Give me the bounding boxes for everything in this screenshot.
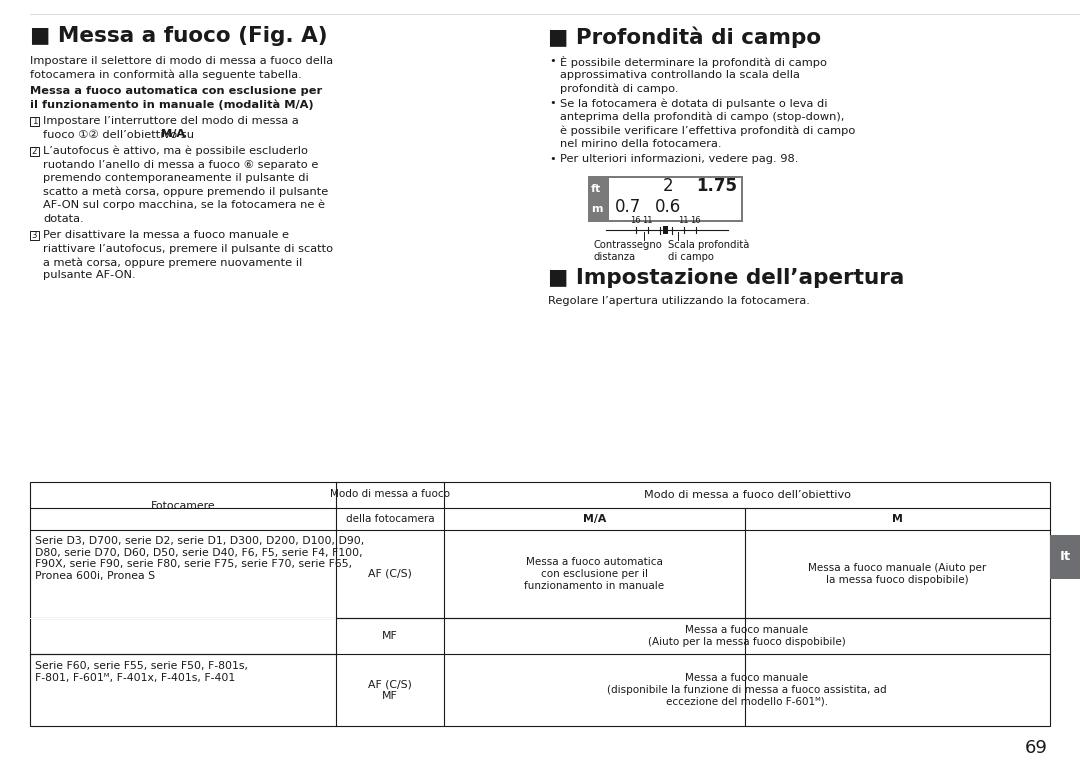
Text: Fotocamere: Fotocamere (151, 501, 215, 511)
Bar (30, 482, 1050, 726)
Text: 2: 2 (31, 147, 37, 156)
Text: Modo di messa a fuoco dell’obiettivo: Modo di messa a fuoco dell’obiettivo (644, 490, 851, 500)
Text: il funzionamento in manuale (modalità M/A): il funzionamento in manuale (modalità M/… (30, 100, 313, 110)
Text: L’autofocus è attivo, ma è possibile escluderlo: L’autofocus è attivo, ma è possibile esc… (43, 146, 308, 156)
Text: 11: 11 (678, 216, 689, 225)
Text: scatto a metà corsa, oppure premendo il pulsante: scatto a metà corsa, oppure premendo il … (43, 186, 328, 197)
Bar (588, 176, 743, 222)
Text: Messa a fuoco manuale (Aiuto per
la messa fuoco dispobibile): Messa a fuoco manuale (Aiuto per la mess… (808, 563, 987, 584)
Text: fuoco ①② dell’obiettivo su: fuoco ①② dell’obiettivo su (43, 129, 198, 139)
Text: 0.7: 0.7 (615, 198, 642, 216)
Text: di campo: di campo (667, 252, 714, 262)
Text: ■ Impostazione dell’apertura: ■ Impostazione dell’apertura (548, 268, 904, 288)
Text: •: • (549, 56, 556, 66)
Bar (30, 147, 39, 156)
Text: •: • (549, 98, 556, 108)
Text: Messa a fuoco automatica con esclusione per: Messa a fuoco automatica con esclusione … (30, 86, 322, 96)
Text: pulsante AF-ON.: pulsante AF-ON. (43, 270, 136, 280)
Text: Scala profondità: Scala profondità (667, 240, 748, 250)
Text: M/A: M/A (161, 129, 185, 139)
Text: M: M (892, 514, 903, 524)
Text: MF: MF (382, 631, 397, 641)
Text: 3: 3 (31, 231, 37, 240)
Text: 1: 1 (31, 117, 37, 126)
Text: fotocamera in conformità alla seguente tabella.: fotocamera in conformità alla seguente t… (30, 70, 301, 80)
Text: 1.75: 1.75 (696, 177, 737, 195)
Bar (30, 653, 336, 654)
Text: Contrassegno: Contrassegno (593, 240, 662, 250)
Text: ■ Profondità di campo: ■ Profondità di campo (548, 26, 821, 47)
Text: a metà corsa, oppure premere nuovamente il: a metà corsa, oppure premere nuovamente … (43, 257, 302, 267)
Text: Se la fotocamera è dotata di pulsante o leva di: Se la fotocamera è dotata di pulsante o … (561, 99, 827, 109)
Text: Serie D3, D700, serie D2, serie D1, D300, D200, D100, D90,
D80, serie D70, D60, : Serie D3, D700, serie D2, serie D1, D300… (35, 536, 364, 581)
Text: 11: 11 (643, 216, 652, 225)
Text: Per disattivare la messa a fuoco manuale e: Per disattivare la messa a fuoco manuale… (43, 230, 289, 240)
Text: ft: ft (591, 184, 602, 194)
Text: AF (C/S): AF (C/S) (368, 569, 411, 579)
Text: Impostare l’interruttore del modo di messa a: Impostare l’interruttore del modo di mes… (43, 116, 299, 126)
Text: dotata.: dotata. (43, 214, 83, 224)
Text: AF-ON sul corpo macchina, se la fotocamera ne è: AF-ON sul corpo macchina, se la fotocame… (43, 200, 325, 211)
Text: m: m (591, 204, 603, 214)
Text: ruotando l’anello di messa a fuoco ⑥ separato e: ruotando l’anello di messa a fuoco ⑥ sep… (43, 159, 319, 169)
Bar (663, 226, 669, 234)
Text: È possibile determinare la profondità di campo: È possibile determinare la profondità di… (561, 56, 827, 68)
Text: Messa a fuoco manuale
(Aiuto per la messa fuoco dispobibile): Messa a fuoco manuale (Aiuto per la mess… (648, 625, 846, 647)
Text: approssimativa controllando la scala della: approssimativa controllando la scala del… (561, 70, 800, 80)
Text: Per ulteriori informazioni, vedere pag. 98.: Per ulteriori informazioni, vedere pag. … (561, 155, 798, 165)
Text: Impostare il selettore di modo di messa a fuoco della: Impostare il selettore di modo di messa … (30, 56, 333, 66)
Text: premendo contemporaneamente il pulsante di: premendo contemporaneamente il pulsante … (43, 173, 309, 183)
Text: è possibile verificare l’effettiva profondità di campo: è possibile verificare l’effettiva profo… (561, 126, 855, 136)
Bar (1050, 535, 1080, 579)
Text: Messa a fuoco automatica
con esclusione per il
funzionamento in manuale: Messa a fuoco automatica con esclusione … (525, 558, 664, 591)
Text: anteprima della profondità di campo (stop-down),: anteprima della profondità di campo (sto… (561, 112, 845, 123)
Bar (30, 231, 39, 240)
Text: 69: 69 (1025, 739, 1048, 757)
Bar (609, 178, 741, 220)
Text: 16: 16 (631, 216, 640, 225)
Text: 0.6: 0.6 (654, 198, 681, 216)
Text: •: • (549, 154, 556, 164)
Bar (30, 617, 336, 618)
Bar (30, 117, 39, 126)
Text: riattivare l’autofocus, premere il pulsante di scatto: riattivare l’autofocus, premere il pulsa… (43, 244, 333, 254)
Text: 16: 16 (690, 216, 701, 225)
Text: It: It (1059, 551, 1070, 564)
Text: Regolare l’apertura utilizzando la fotocamera.: Regolare l’apertura utilizzando la fotoc… (548, 296, 810, 306)
Text: nel mirino della fotocamera.: nel mirino della fotocamera. (561, 139, 721, 149)
Text: 2: 2 (663, 177, 673, 195)
Text: distanza: distanza (593, 252, 635, 262)
Text: ■ Messa a fuoco (Fig. A): ■ Messa a fuoco (Fig. A) (30, 26, 327, 46)
Text: AF (C/S)
MF: AF (C/S) MF (368, 679, 411, 701)
Text: della fotocamera: della fotocamera (346, 514, 434, 524)
Text: Messa a fuoco manuale
(disponibile la funzione di messa a fuoco assistita, ad
ec: Messa a fuoco manuale (disponibile la fu… (607, 673, 887, 706)
Text: Modo di messa a fuoco: Modo di messa a fuoco (330, 489, 450, 499)
Text: profondità di campo.: profondità di campo. (561, 83, 678, 93)
Text: M/A: M/A (583, 514, 606, 524)
Text: Serie F60, serie F55, serie F50, F-801s,
F-801, F-601ᴹ, F-401x, F-401s, F-401: Serie F60, serie F55, serie F50, F-801s,… (35, 661, 248, 683)
